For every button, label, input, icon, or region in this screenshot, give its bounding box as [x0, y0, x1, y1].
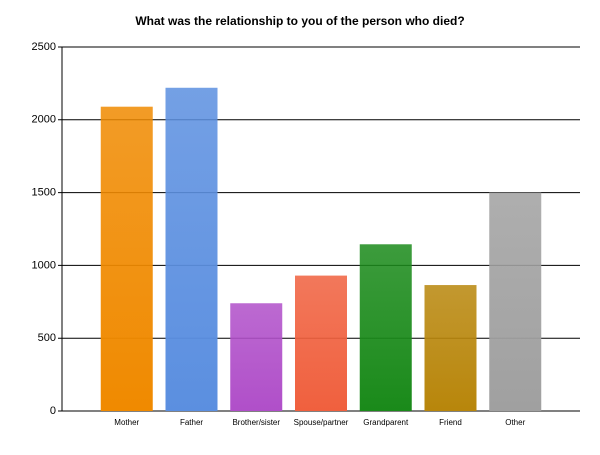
x-tick-label: Brother/sister — [232, 418, 280, 427]
y-tick-label: 2500 — [32, 41, 56, 53]
y-tick-label: 1000 — [32, 259, 56, 271]
bar — [100, 106, 153, 412]
x-tick-label: Other — [505, 418, 525, 427]
y-tick-label: 2000 — [32, 114, 56, 126]
x-tick-label: Friend — [439, 418, 462, 427]
bar — [165, 87, 218, 411]
y-tick-label: 0 — [50, 405, 56, 417]
bar — [424, 285, 477, 411]
bar — [295, 275, 347, 411]
bar — [359, 244, 412, 411]
y-tick-label: 1500 — [32, 187, 56, 199]
x-tick-label: Grandparent — [363, 418, 409, 427]
bar — [230, 303, 283, 411]
bar — [489, 192, 542, 411]
chart-title: What was the relationship to you of the … — [135, 14, 464, 28]
x-tick-label: Spouse/partner — [294, 418, 349, 427]
x-tick-label: Mother — [114, 418, 139, 427]
x-tick-label: Father — [180, 418, 203, 427]
y-tick-label: 500 — [38, 332, 56, 344]
